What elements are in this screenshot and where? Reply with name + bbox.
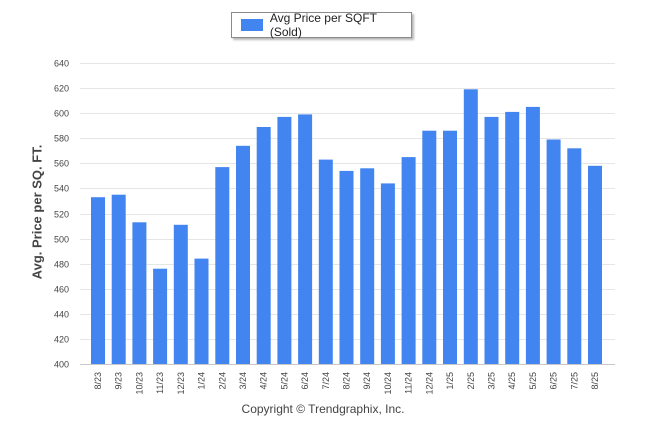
x-tick-label: 12/23 <box>176 372 186 395</box>
y-tick-label: 540 <box>54 184 69 194</box>
x-tick-label: 1/25 <box>445 372 455 390</box>
bar-4-25[interactable] <box>505 111 520 365</box>
x-tick-label: 10/24 <box>383 372 393 395</box>
x-tick-label: 3/25 <box>487 372 497 390</box>
x-tick-label: 8/23 <box>93 372 103 390</box>
x-tick-label: 3/24 <box>238 372 248 390</box>
bar-11-24[interactable] <box>401 157 416 364</box>
y-tick-label: 460 <box>54 285 69 295</box>
y-tick-label: 440 <box>54 310 69 320</box>
bar-2-25[interactable] <box>463 89 478 365</box>
bar-9-24[interactable] <box>360 168 375 364</box>
y-axis-title: Avg. Price per SQ. FT. <box>29 144 45 280</box>
legend-label: Avg Price per SQFT (Sold) <box>269 11 377 39</box>
bar-9-23[interactable] <box>111 194 126 364</box>
x-tick-label: 9/23 <box>114 372 124 390</box>
x-tick-label: 8/25 <box>590 372 600 390</box>
x-tick-label: 5/24 <box>279 372 289 390</box>
x-tick-label: 1/24 <box>197 372 207 390</box>
x-tick-label: 11/23 <box>155 372 165 394</box>
bar-10-24[interactable] <box>380 183 395 364</box>
y-tick-label: 560 <box>54 159 69 169</box>
x-tick-label: 2/24 <box>217 372 227 390</box>
bar-6-24[interactable] <box>298 114 313 365</box>
x-tick-label: 7/25 <box>569 372 579 390</box>
bar-8-25[interactable] <box>588 165 602 364</box>
bars <box>91 89 602 365</box>
legend[interactable]: Avg Price per SQFT (Sold) <box>231 11 412 39</box>
y-tick-label: 400 <box>54 360 69 370</box>
x-tick-label: 5/25 <box>528 372 538 390</box>
bar-11-23[interactable] <box>153 268 168 364</box>
x-tick-label: 4/24 <box>259 372 269 390</box>
y-axis-ticks: 400 420 440 460 480 500 520 540 560 580 600 620 640 <box>54 59 69 370</box>
bar-4-24[interactable] <box>256 127 271 364</box>
x-tick-label: 11/24 <box>404 372 414 394</box>
y-tick-label: 520 <box>54 210 69 220</box>
x-tick-label: 6/24 <box>300 372 310 390</box>
bar-1-25[interactable] <box>443 130 457 364</box>
x-tick-label: 10/23 <box>134 372 144 395</box>
bar-7-25[interactable] <box>567 148 582 364</box>
y-tick-label: 480 <box>54 260 69 270</box>
bar-6-25[interactable] <box>546 139 561 365</box>
y-tick-label: 420 <box>54 335 69 345</box>
bar-8-24[interactable] <box>339 170 354 364</box>
bar-10-23[interactable] <box>132 222 147 364</box>
x-axis-ticks: 8/23 9/23 10/23 11/23 12/23 1/24 2/24 3/24 4/24 5… <box>93 372 600 395</box>
copyright-text: Copyright © Trendgraphix, Inc. <box>241 402 405 416</box>
bar-8-23[interactable] <box>91 197 105 364</box>
x-tick-label: 2/25 <box>466 372 476 390</box>
bar-12-24[interactable] <box>422 130 437 364</box>
x-tick-label: 8/24 <box>342 372 352 390</box>
bar-12-23[interactable] <box>173 224 188 364</box>
x-tick-label: 7/24 <box>321 372 331 390</box>
x-tick-label: 6/25 <box>549 372 559 390</box>
bar-2-24[interactable] <box>215 167 230 364</box>
x-tick-label: 4/25 <box>507 372 517 390</box>
y-tick-label: 500 <box>54 235 69 245</box>
bar-3-25[interactable] <box>484 116 499 365</box>
bar-1-24[interactable] <box>194 258 209 364</box>
bar-3-24[interactable] <box>236 145 250 364</box>
x-tick-label: 12/24 <box>424 372 434 395</box>
legend-swatch <box>241 19 263 31</box>
bar-5-25[interactable] <box>525 106 540 365</box>
y-tick-label: 580 <box>54 134 69 144</box>
bar-5-24[interactable] <box>277 116 292 365</box>
y-tick-label: 620 <box>54 84 69 94</box>
x-tick-label: 9/24 <box>362 372 372 390</box>
y-tick-label: 640 <box>54 59 69 69</box>
bar-7-24[interactable] <box>318 159 333 364</box>
y-tick-label: 600 <box>54 109 69 119</box>
